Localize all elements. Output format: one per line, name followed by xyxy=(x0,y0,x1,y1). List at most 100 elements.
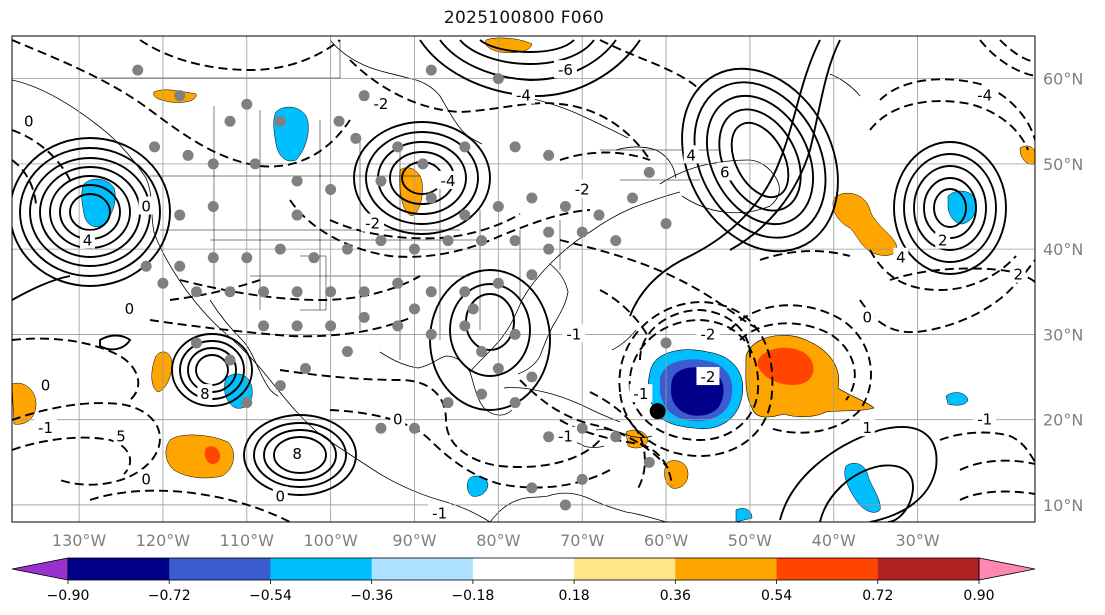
contour-label-bg xyxy=(1010,264,1026,283)
station-marker xyxy=(408,243,420,255)
contour-label: 6 xyxy=(720,163,730,181)
station-marker xyxy=(593,209,605,221)
station-marker xyxy=(643,456,655,468)
station-marker xyxy=(543,243,555,255)
colorbar-tick-label: 0.72 xyxy=(862,588,893,604)
contour-label: 4 xyxy=(896,249,906,267)
station-marker xyxy=(325,183,337,195)
station-marker xyxy=(509,397,521,409)
station-marker xyxy=(576,422,588,434)
station-markers xyxy=(132,64,672,511)
colorbar-bin xyxy=(877,558,980,580)
contour-label: -1 xyxy=(558,428,573,446)
chart-title: 2025100800 F060 xyxy=(443,8,605,28)
station-marker xyxy=(459,286,471,298)
contour-label-bg xyxy=(562,324,586,343)
colorbar-tick-label: −0.90 xyxy=(47,588,90,604)
colorbar-bin xyxy=(574,558,676,580)
colorbar-tick-label: −0.36 xyxy=(350,588,393,604)
x-tick-label: 120°W xyxy=(136,531,191,550)
station-marker xyxy=(610,235,622,247)
station-marker xyxy=(476,345,488,357)
station-marker xyxy=(476,388,488,400)
colorbar-tick-label: 0.54 xyxy=(761,588,792,604)
negative-contours xyxy=(12,39,1035,522)
colorbar: −0.90 −0.72 −0.54 −0.36 −0.18 0.18 0.36 0.54 0.7… xyxy=(11,557,1036,604)
station-marker xyxy=(543,149,555,161)
contour-label-bg xyxy=(553,426,577,445)
contour-label-bg xyxy=(121,298,137,317)
contour-label-bg xyxy=(717,162,733,181)
map-content: 0 4 0 8 0 -1 5 0 8 0 -1 0 -2 -2 -4 -2 -6 -4 -4 6 4 4 2 2 -1 -2 -1 -… xyxy=(12,36,1035,522)
station-marker xyxy=(149,141,161,153)
contour-label-bg xyxy=(38,375,54,394)
colorbar-frame xyxy=(67,557,980,581)
highlight-markers xyxy=(649,403,666,420)
anomaly-patch-4-core xyxy=(204,446,220,464)
station-marker xyxy=(190,337,202,349)
station-marker xyxy=(559,499,571,511)
station-marker xyxy=(207,252,219,264)
contour-label-bg xyxy=(935,230,951,249)
station-marker xyxy=(442,235,454,247)
station-marker xyxy=(350,132,362,144)
contour-label: 1 xyxy=(863,419,873,437)
colorbar-bin xyxy=(270,558,373,580)
colorbar-tick-label: −0.54 xyxy=(249,588,292,604)
station-marker xyxy=(375,235,387,247)
contour-label: 4 xyxy=(83,232,93,250)
station-marker xyxy=(660,218,672,230)
anomaly-patch-16 xyxy=(945,392,969,406)
station-marker xyxy=(526,269,538,281)
station-marker xyxy=(425,286,437,298)
station-marker xyxy=(425,192,437,204)
station-marker xyxy=(467,303,479,315)
contour-label: -2 xyxy=(700,325,715,343)
x-axis-tick-labels: 130°W 120°W 110°W 100°W 90°W 80°W 70°W 60°W 50°W… xyxy=(52,531,940,550)
station-marker xyxy=(358,90,370,102)
station-marker xyxy=(559,201,571,213)
contour-label: 8 xyxy=(200,385,210,403)
colorbar-tick-label: −0.72 xyxy=(148,588,191,604)
contour-label: -4 xyxy=(516,87,531,105)
contour-label: 0 xyxy=(141,470,151,488)
station-marker xyxy=(509,328,521,340)
station-marker xyxy=(190,286,202,298)
station-marker xyxy=(492,277,504,289)
contour-label-bg xyxy=(289,443,305,462)
contour-label-bg xyxy=(893,247,909,266)
contour-labels: 0 4 0 8 0 -1 5 0 8 0 -1 0 -2 -2 -4 -2 -6 -4 -4 6 4 4 2 2 -1 -2 -1 -… xyxy=(21,60,1026,522)
colorbar-tick-label: 0.18 xyxy=(559,588,590,604)
y-tick-label: 20°N xyxy=(1043,411,1083,430)
contour-label-bg xyxy=(369,94,393,113)
contour-label: 0 xyxy=(41,377,51,395)
colorbar-extend-low xyxy=(11,557,69,581)
station-marker xyxy=(660,337,672,349)
contour-label-bg xyxy=(138,469,154,488)
anomaly-patch-9 xyxy=(664,460,689,489)
station-marker xyxy=(375,422,387,434)
station-marker xyxy=(325,286,337,298)
contour-label-bg xyxy=(361,213,385,232)
station-marker xyxy=(576,473,588,485)
station-marker xyxy=(543,226,555,238)
station-marker xyxy=(224,354,236,366)
contour-label: 0 xyxy=(393,411,403,429)
station-marker xyxy=(459,209,471,221)
colorbar-bin xyxy=(68,558,170,580)
contour-label: -2 xyxy=(373,95,388,113)
station-marker xyxy=(140,260,152,272)
station-marker xyxy=(526,371,538,383)
contour-label-bg xyxy=(79,230,95,249)
station-marker xyxy=(576,226,588,238)
station-marker xyxy=(543,431,555,443)
contour-label-bg xyxy=(512,85,535,104)
station-marker xyxy=(241,98,253,110)
station-marker xyxy=(333,115,345,127)
x-tick-label: 130°W xyxy=(52,531,107,550)
anomaly-patch-6 xyxy=(151,351,173,393)
station-marker xyxy=(341,345,353,357)
contour-label-bg xyxy=(629,384,653,403)
map-frame xyxy=(11,35,1036,523)
